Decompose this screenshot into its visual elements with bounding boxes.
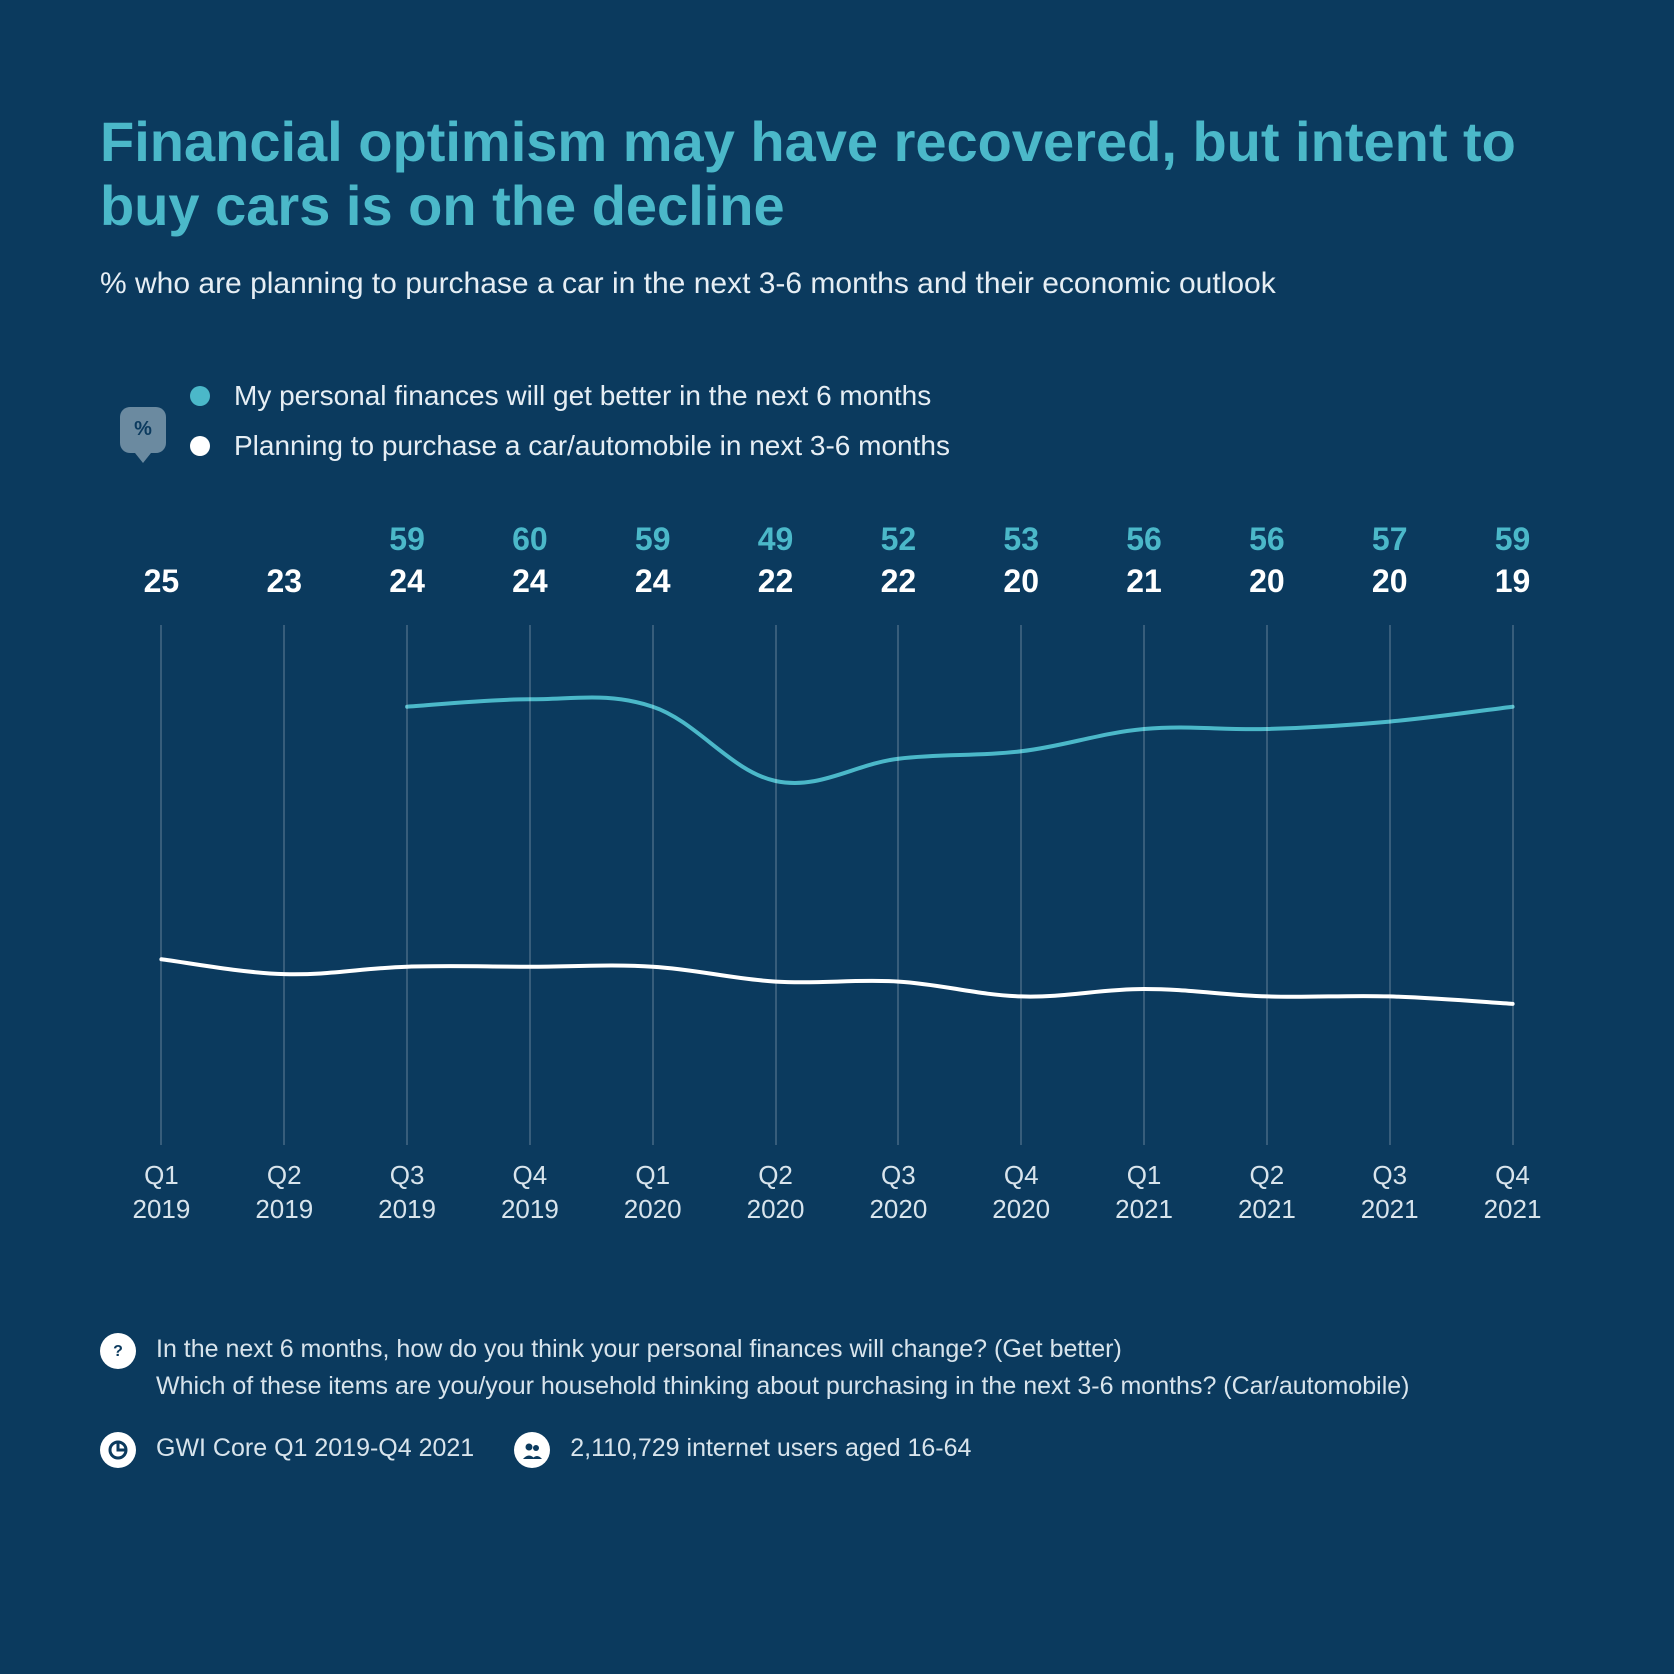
data-label: 22 (714, 563, 837, 605)
x-axis-label: Q22020 (714, 1159, 837, 1227)
data-label: 22 (837, 563, 960, 605)
gridline (1512, 625, 1514, 1145)
x-axis-label: Q12021 (1083, 1159, 1206, 1227)
data-labels-series2: 252324242422222021202019 (100, 563, 1574, 605)
source-icon (100, 1432, 136, 1468)
line-chart: 59605949525356565759 2523242424222220212… (100, 521, 1574, 1241)
sample-text: 2,110,729 internet users aged 16-64 (570, 1434, 971, 1463)
data-label: 57 (1328, 521, 1451, 563)
data-label: 20 (960, 563, 1083, 605)
x-axis-label: Q12020 (591, 1159, 714, 1227)
legend-dot-icon (190, 386, 210, 406)
data-label: 20 (1205, 563, 1328, 605)
gridline (775, 625, 777, 1145)
data-labels-series1: 59605949525356565759 (100, 521, 1574, 563)
legend-dot-icon (190, 436, 210, 456)
people-icon (514, 1432, 550, 1468)
percent-badge-icon: % (120, 407, 166, 453)
data-label: 49 (714, 521, 837, 563)
footer-sample: 2,110,729 internet users aged 16-64 (514, 1430, 971, 1468)
data-label: 52 (837, 521, 960, 563)
data-label: 23 (223, 563, 346, 605)
footer-question: ? In the next 6 months, how do you think… (100, 1331, 1574, 1406)
footer-source: GWI Core Q1 2019-Q4 2021 (100, 1430, 474, 1468)
x-axis-label: Q42020 (960, 1159, 1083, 1227)
x-axis-label: Q12019 (100, 1159, 223, 1227)
gridline (1266, 625, 1268, 1145)
svg-text:?: ? (113, 1343, 123, 1360)
data-label: 59 (591, 521, 714, 563)
data-label: 21 (1083, 563, 1206, 605)
data-label: 24 (468, 563, 591, 605)
data-label: 24 (346, 563, 469, 605)
data-label: 56 (1083, 521, 1206, 563)
chart-title: Financial optimism may have recovered, b… (100, 110, 1574, 239)
plot-area (100, 625, 1574, 1145)
question-icon: ? (100, 1333, 136, 1369)
data-label: 56 (1205, 521, 1328, 563)
x-axis-label: Q22019 (223, 1159, 346, 1227)
x-axis-label: Q32021 (1328, 1159, 1451, 1227)
data-label: 53 (960, 521, 1083, 563)
gridline (406, 625, 408, 1145)
x-axis-label: Q42021 (1451, 1159, 1574, 1227)
question-text: In the next 6 months, how do you think y… (156, 1331, 1409, 1369)
data-label: 60 (468, 521, 591, 563)
legend-item-finances: My personal finances will get better in … (190, 371, 1574, 421)
legend-label: Planning to purchase a car/automobile in… (234, 430, 950, 462)
data-label: 59 (1451, 521, 1574, 563)
data-label (223, 521, 346, 563)
chart-subtitle: % who are planning to purchase a car in … (100, 267, 1574, 301)
question-text: Which of these items are you/your househ… (156, 1368, 1409, 1406)
legend: % My personal finances will get better i… (100, 371, 1574, 471)
gridline (1020, 625, 1022, 1145)
x-axis-label: Q42019 (468, 1159, 591, 1227)
data-label: 24 (591, 563, 714, 605)
series-line (161, 959, 1512, 1004)
gridline (283, 625, 285, 1145)
data-label: 25 (100, 563, 223, 605)
chart-footer: ? In the next 6 months, how do you think… (100, 1331, 1574, 1468)
source-text: GWI Core Q1 2019-Q4 2021 (156, 1434, 474, 1463)
series-line (407, 697, 1513, 783)
legend-item-car: Planning to purchase a car/automobile in… (190, 421, 1574, 471)
gridline (1143, 625, 1145, 1145)
gridline (529, 625, 531, 1145)
x-axis-label: Q32020 (837, 1159, 960, 1227)
x-axis-labels: Q12019Q22019Q32019Q42019Q12020Q22020Q320… (100, 1159, 1574, 1227)
gridline (160, 625, 162, 1145)
data-label: 20 (1328, 563, 1451, 605)
chart-svg (100, 625, 1574, 1145)
legend-label: My personal finances will get better in … (234, 380, 931, 412)
gridline (1389, 625, 1391, 1145)
x-axis-label: Q32019 (346, 1159, 469, 1227)
data-label (100, 521, 223, 563)
x-axis-label: Q22021 (1205, 1159, 1328, 1227)
data-label: 19 (1451, 563, 1574, 605)
data-label: 59 (346, 521, 469, 563)
gridline (652, 625, 654, 1145)
gridline (897, 625, 899, 1145)
